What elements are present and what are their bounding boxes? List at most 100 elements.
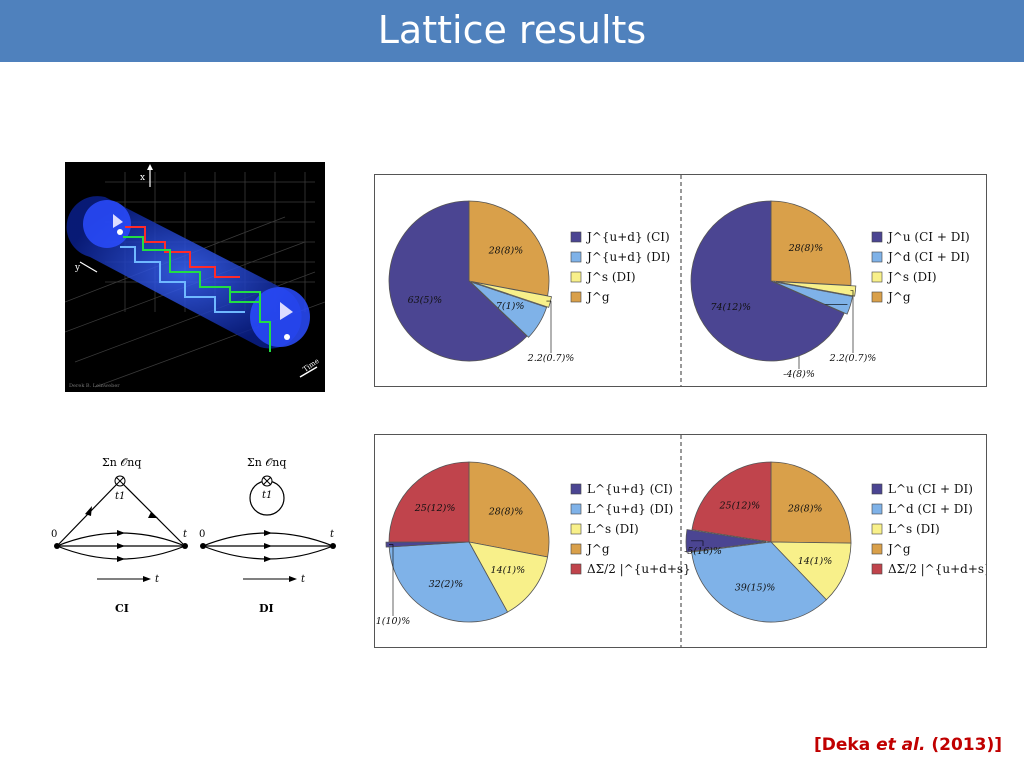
pie-slice <box>472 281 552 308</box>
pie-slice <box>388 200 528 362</box>
legend-entry: J^s (DI) <box>886 270 937 284</box>
legend-swatch <box>871 271 883 283</box>
legend-swatch <box>871 483 883 495</box>
panel-total-angular-momentum: 28(8)% 2.2(0.7)% 7(1)% 63(5)% J^{u+d} (CI) J^… <box>374 174 987 387</box>
leader-line <box>546 300 552 353</box>
pie-slice <box>690 200 845 362</box>
legend-swatch <box>871 503 883 515</box>
legend-swatch <box>570 563 582 575</box>
legend-entry: J^g <box>886 290 911 304</box>
legend-swatch <box>871 563 883 575</box>
pie-slice <box>691 541 827 623</box>
slice-label: 63(5)% <box>408 295 443 306</box>
ci-axis-t: t <box>155 574 160 585</box>
pie-slice <box>685 529 767 553</box>
leader-line <box>691 540 704 546</box>
axis-x-label: x <box>140 173 145 183</box>
slice-label: -4(8)% <box>783 369 815 380</box>
citation: [Deka et al. (2013)] <box>813 735 1002 755</box>
ci-operator-label: Σn 𝒪nq <box>102 456 141 469</box>
legend-entry: J^{u+d} (DI) <box>585 250 670 264</box>
di-label: DI <box>259 602 274 615</box>
legend-swatch <box>871 291 883 303</box>
pie-slice <box>773 281 853 315</box>
pie-slice <box>468 541 549 613</box>
slice-label: 32(2)% <box>429 579 464 590</box>
legend-entry: L^d (CI + DI) <box>888 502 973 516</box>
pie-slice <box>385 541 467 548</box>
ci-t-label: t <box>183 529 188 540</box>
legend-entry: L^u (CI + DI) <box>888 482 973 496</box>
pie-slice <box>691 461 772 543</box>
pie-slice <box>770 461 852 544</box>
slice-label: 2.2(0.7)% <box>527 353 575 364</box>
citation-etal: et al. <box>876 735 926 755</box>
legend-entry: J^g <box>585 290 610 304</box>
slice-label: 28(8)% <box>488 506 524 517</box>
leader-line <box>389 544 394 616</box>
legend-entry: ΔΣ/2 |^{u+d+s} <box>888 562 986 576</box>
legend-swatch <box>570 503 582 515</box>
di-axis-t: t <box>301 574 306 585</box>
ci-vertex-label: t1 <box>115 491 125 502</box>
legend-swatch <box>570 483 582 495</box>
pie-slice <box>770 200 852 286</box>
pie-chart-l-ud: 28(8)% 14(1)% 32(2)% 1(10)% 25(12)% L^{u+d} (… <box>376 461 691 627</box>
di-operator-label: Σn 𝒪nq <box>247 456 286 469</box>
slice-label: 25(12)% <box>718 501 760 512</box>
legend-entry: ΔΣ/2 |^{u+d+s} <box>587 562 691 576</box>
legend-swatch <box>871 543 883 555</box>
ci-label: CI <box>115 602 129 615</box>
slice-label: 14(1)% <box>491 565 526 576</box>
slice-label: 14(1)% <box>798 556 833 567</box>
pie-slice <box>388 541 509 623</box>
di-t0-label: 0 <box>199 529 205 540</box>
pie-slice <box>468 461 550 558</box>
pie-slice <box>470 281 548 338</box>
legend-swatch <box>570 251 582 263</box>
citation-author: Deka <box>821 735 871 755</box>
legend-swatch <box>570 291 582 303</box>
pie-slice <box>468 200 550 297</box>
ci-t0-label: 0 <box>51 529 57 540</box>
slice-label: 74(12)% <box>710 302 751 313</box>
pie-chart-j-u-d: 28(8)% 2.2(0.7)% -4(8)% 74(12)% J^u (CI + DI… <box>690 200 970 380</box>
image-credit: Derek B. Leinweber <box>69 383 120 389</box>
legend-swatch <box>570 543 582 555</box>
legend-swatch <box>570 523 582 535</box>
slice-label: 28(8)% <box>788 243 824 254</box>
slide-title: Lattice results <box>377 8 647 52</box>
slice-label: 1(10)% <box>376 616 411 627</box>
slice-label: 25(12)% <box>414 503 456 514</box>
slice-label: -5(16)% <box>684 546 722 557</box>
pie-slice <box>770 541 852 601</box>
slice-label: 2.2(0.7)% <box>829 353 877 364</box>
legend-entry: L^s (DI) <box>888 522 940 536</box>
legend-entry: L^{u+d} (CI) <box>587 482 673 496</box>
di-t-label: t <box>330 529 335 540</box>
slice-label: 28(8)% <box>787 503 823 514</box>
slice-label: 39(15)% <box>735 582 776 593</box>
legend-entry: J^g <box>886 542 911 556</box>
pie-slice <box>388 461 470 543</box>
legend-entry: J^d (CI + DI) <box>886 250 970 264</box>
legend-swatch <box>570 271 582 283</box>
citation-year: (2013) <box>931 735 995 755</box>
legend-entry: J^s (DI) <box>585 270 636 284</box>
legend-swatch <box>871 251 883 263</box>
legend-entry: L^s (DI) <box>587 522 639 536</box>
slice-label: 28(8)% <box>488 245 524 256</box>
legend-swatch <box>871 523 883 535</box>
axis-y-label: y <box>74 263 81 273</box>
di-vertex-label: t1 <box>262 490 272 501</box>
legend-entry: J^{u+d} (CI) <box>585 230 670 244</box>
leader-line <box>850 290 854 353</box>
pie-slice <box>775 281 857 297</box>
pie-chart-j-ud: 28(8)% 2.2(0.7)% 7(1)% 63(5)% J^{u+d} (CI) J^… <box>388 200 670 364</box>
title-bar <box>0 0 1024 62</box>
legend-entry: J^g <box>585 542 610 556</box>
legend-swatch <box>871 231 883 243</box>
slice-label: 7(1)% <box>496 301 525 312</box>
lattice-visualization: x y Time Derek B. Leinweber <box>64 162 326 392</box>
panel-orbital-angular-momentum: 28(8)% 14(1)% 32(2)% 1(10)% 25(12)% L^{u+d} (… <box>374 434 992 648</box>
